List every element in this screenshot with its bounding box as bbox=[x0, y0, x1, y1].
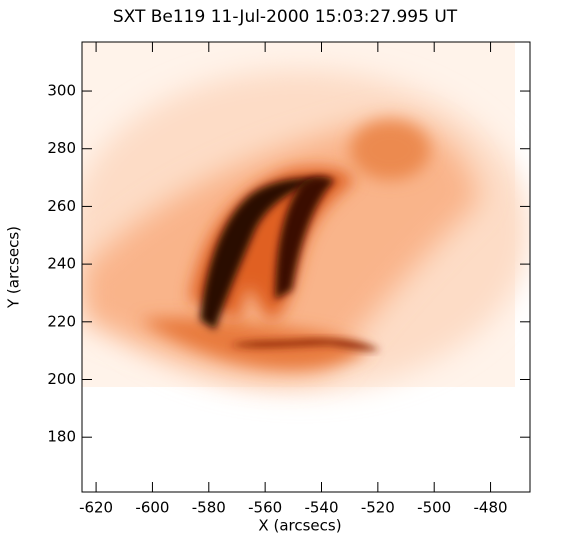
y-tick-label: 300 bbox=[47, 82, 76, 100]
x-tick-label: -520 bbox=[361, 499, 395, 517]
y-tick-label: 180 bbox=[47, 428, 76, 446]
x-tick-label: -620 bbox=[79, 499, 113, 517]
y-axis-label: Y (arcsecs) bbox=[5, 226, 23, 309]
y-tick-label: 240 bbox=[47, 255, 76, 273]
y-tick-label: 280 bbox=[47, 139, 76, 157]
y-tick-label: 220 bbox=[47, 312, 76, 330]
x-tick-label: -500 bbox=[417, 499, 451, 517]
x-tick-label: -480 bbox=[474, 499, 508, 517]
chart-title: SXT Be119 11-Jul-2000 15:03:27.995 UT bbox=[113, 7, 458, 27]
y-tick-label: 200 bbox=[47, 370, 76, 388]
y-tick-label: 260 bbox=[47, 197, 76, 215]
x-axis-label: X (arcsecs) bbox=[258, 517, 341, 535]
x-tick-label: -560 bbox=[248, 499, 282, 517]
x-tick-label: -580 bbox=[192, 499, 226, 517]
x-tick-label: -600 bbox=[135, 499, 169, 517]
x-tick-label: -540 bbox=[304, 499, 338, 517]
plot-frame bbox=[81, 41, 531, 493]
solar-image bbox=[82, 42, 530, 390]
